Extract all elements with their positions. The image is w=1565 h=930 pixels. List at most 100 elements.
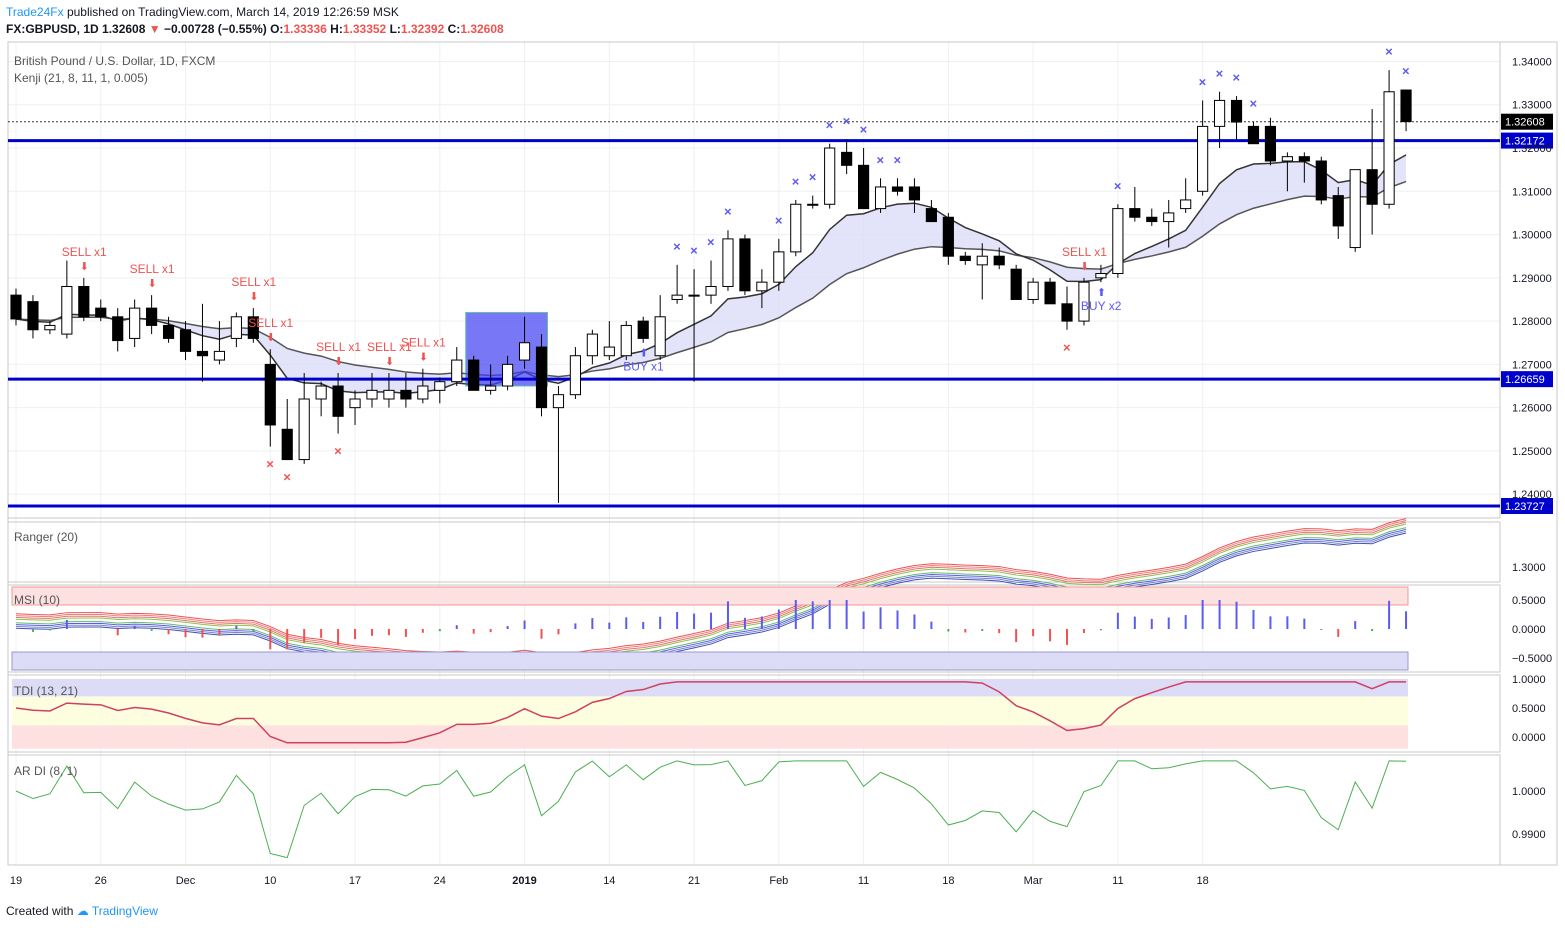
time-tick-2: Dec	[176, 875, 196, 887]
candle-body	[78, 285, 90, 318]
change: −0.00728 (−0.55%)	[164, 22, 267, 36]
candle-body	[112, 316, 124, 342]
kenji-bands	[15, 154, 1407, 395]
candle-body	[569, 355, 581, 396]
candle-body	[620, 324, 632, 357]
candle-body	[196, 350, 209, 357]
buy-cross-icon: ×	[826, 118, 834, 133]
tdi-high-zone	[12, 679, 1408, 697]
buy-cross-icon: ×	[792, 174, 800, 189]
close-value: 1.32608	[460, 22, 504, 36]
candle-body	[1383, 91, 1395, 205]
time-tick-13: 11	[1112, 875, 1123, 887]
ranger-line	[15, 521, 1407, 658]
buy-cross-icon: ×	[1216, 66, 1224, 81]
ranger-line	[15, 532, 1407, 669]
candle-body	[383, 389, 395, 400]
ardi-tick-1: 0.9900	[1512, 829, 1546, 841]
candle-body	[518, 342, 531, 361]
candle-body	[485, 385, 497, 391]
price-axis[interactable]: 1.34000 1.33000 1.32000 1.31000 1.30000 1.290…	[1512, 56, 1552, 501]
sell-cross-icon: ×	[334, 444, 342, 459]
time-tick-1: 26	[95, 875, 107, 887]
sell-cross-icon: ×	[283, 470, 291, 485]
candle-body	[1349, 169, 1361, 249]
time-axis[interactable]: 19 26 Dec 10 17 24 2019 14 21 Feb 11 18 Mar 11 18	[10, 875, 1209, 887]
candle-body	[790, 203, 802, 253]
time-tick-10: 11	[858, 875, 869, 887]
candle-body	[976, 255, 988, 266]
price-tick-6: 1.28000	[1512, 316, 1552, 328]
time-tick-14: 18	[1197, 875, 1209, 887]
candle-body	[1129, 208, 1141, 218]
time-tick-11: 18	[942, 875, 954, 887]
candle-body	[688, 294, 700, 297]
sell-label-2: SELL x1	[231, 275, 276, 289]
tradingview-brand[interactable]: TradingView	[91, 904, 158, 918]
sell-arrow-icon: ⬇	[385, 356, 394, 368]
ranger-line	[15, 527, 1407, 664]
outer-frame	[7, 41, 1558, 866]
candle-body	[637, 320, 649, 339]
low-value: 1.32392	[400, 22, 445, 36]
support-resistance-levels: 1.32172 1.26659 1.23727 1.32608	[8, 113, 1553, 515]
candle-body	[1213, 99, 1226, 127]
candle-body	[1247, 125, 1260, 145]
candle-body	[1112, 208, 1124, 275]
ranger-line	[15, 523, 1407, 660]
tdi-line	[15, 681, 1407, 744]
candle-body	[27, 301, 39, 331]
buy-cross-icon: ×	[724, 204, 732, 219]
buy-arrow-icon: ⬆	[1097, 287, 1106, 299]
buy-cross-icon: ×	[1199, 74, 1207, 89]
candle-body	[1061, 303, 1073, 322]
buy-cross-icon: ×	[860, 122, 868, 137]
candle-body	[61, 285, 73, 335]
sell-cross-icon: ×	[266, 457, 274, 472]
publisher-name[interactable]: Trade24Fx	[6, 5, 64, 19]
sell-label-4: SELL x1	[316, 340, 361, 354]
level-label-bg-2	[1501, 498, 1553, 515]
candle-body	[1197, 125, 1209, 192]
sell-cross-icon: ×	[1063, 340, 1071, 355]
sell-label-7: SELL x1	[1062, 245, 1107, 259]
kenji-cloud	[16, 154, 1407, 394]
time-tick-7: 14	[603, 875, 615, 887]
last-price-bg	[1501, 113, 1553, 130]
sell-arrow-icon: ⬇	[249, 291, 258, 303]
candle-body	[1078, 281, 1090, 322]
msi-tick-2: −0.5000	[1512, 653, 1552, 665]
candle-body	[349, 398, 361, 409]
candle-body	[1146, 216, 1158, 223]
buy-cross-icon: ×	[809, 170, 817, 185]
candle-body	[1332, 195, 1344, 227]
indicator-ranger-label: Ranger (20)	[14, 530, 78, 544]
candle-body	[654, 316, 666, 357]
candle-body	[366, 389, 378, 400]
price-tick-5: 1.29000	[1512, 273, 1552, 285]
candle-body	[468, 359, 480, 391]
candle-body	[807, 203, 819, 206]
buy-cross-icon: ×	[1385, 44, 1393, 59]
tdi-low-zone	[12, 725, 1408, 749]
candle-body	[705, 285, 717, 296]
pane-frame-4	[7, 754, 1501, 866]
candle-body	[1027, 281, 1039, 300]
candle-body	[1163, 212, 1175, 223]
signals: SELL x1 ⬇ SELL x1 ⬇ SELL x1 ⬇ SELL x1 ⬇ SELL x1 ⬇…	[62, 44, 1410, 484]
candle-body	[535, 346, 548, 409]
sell-label-3: SELL x1	[248, 316, 293, 330]
level-label-1: 1.26659	[1505, 374, 1545, 386]
candle-body	[1264, 125, 1277, 162]
time-tick-3: 10	[264, 875, 276, 887]
level-label-0: 1.32172	[1505, 136, 1545, 148]
ardi-line	[15, 760, 1407, 859]
candle-body	[264, 363, 276, 426]
candle-body	[213, 350, 226, 361]
candle-body	[942, 216, 954, 257]
last-price: 1.32608	[102, 22, 146, 36]
tradingview-logo-icon[interactable]: ☁	[76, 904, 89, 918]
indicator-tdi-label: TDI (13, 21)	[14, 684, 78, 698]
sell-arrow-icon: ⬇	[1080, 261, 1089, 273]
